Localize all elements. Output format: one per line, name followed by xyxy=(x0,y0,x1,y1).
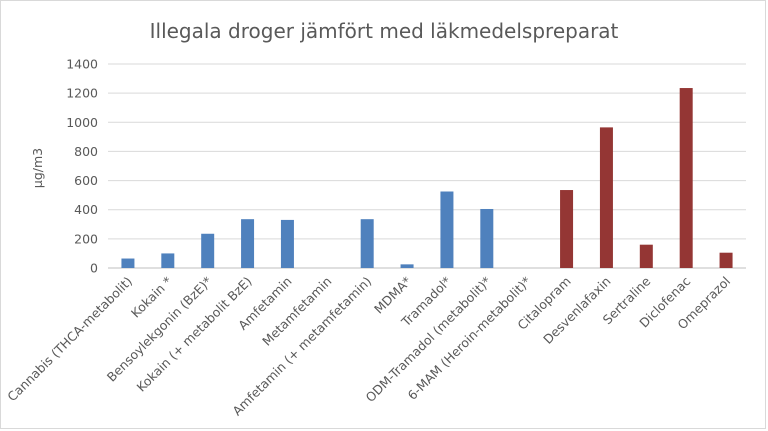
bar xyxy=(719,252,733,268)
y-tick-label: 800 xyxy=(74,144,98,159)
y-tick-label: 1000 xyxy=(66,115,98,130)
y-tick-label: 0 xyxy=(90,261,98,276)
bar xyxy=(280,219,294,268)
bar xyxy=(679,88,693,269)
y-tick-label: 1200 xyxy=(66,86,98,101)
bar xyxy=(599,127,613,268)
bar xyxy=(241,219,255,268)
bar xyxy=(161,253,175,268)
bar xyxy=(440,191,454,268)
x-tick-labels: Cannabis (THCA-metabolit)Kokain *Bensoyl… xyxy=(4,273,733,418)
bars xyxy=(121,88,733,269)
gridlines xyxy=(108,63,746,269)
bar xyxy=(560,190,574,268)
y-tick-label: 600 xyxy=(74,173,98,188)
y-tick-label: 400 xyxy=(74,202,98,217)
x-tick-label: Cannabis (THCA-metabolit) xyxy=(4,274,135,405)
chart-title: Illegala droger jämfört med läkmedelspre… xyxy=(150,19,619,43)
y-tick-labels: 0 200 400 600 800 1000 1200 1400 xyxy=(66,57,98,276)
x-tick-label: Metamfetamin xyxy=(259,274,334,349)
bar xyxy=(360,219,374,268)
bar xyxy=(121,258,135,268)
y-axis-label: µg/m3 xyxy=(30,148,45,188)
bar xyxy=(480,208,494,268)
bar xyxy=(639,244,653,268)
bar xyxy=(400,264,414,268)
bar xyxy=(201,233,215,268)
y-tick-label: 1400 xyxy=(66,57,98,72)
y-tick-label: 200 xyxy=(74,231,98,246)
